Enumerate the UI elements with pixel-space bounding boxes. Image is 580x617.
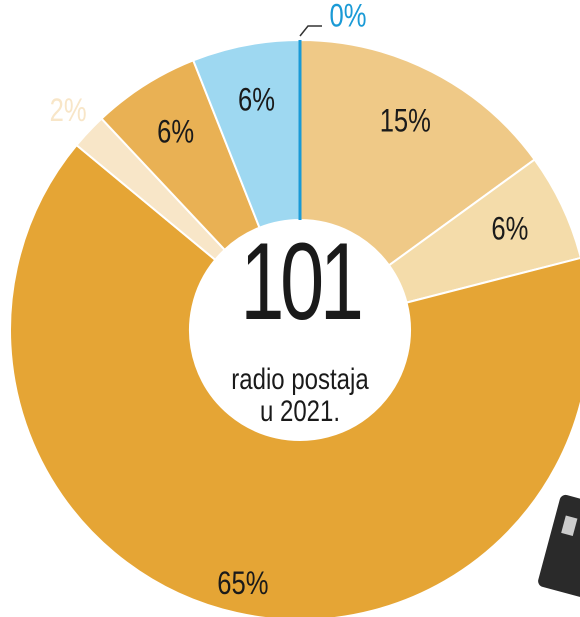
value-label: 6%	[238, 83, 275, 118]
center-label: radio postaja	[231, 361, 369, 395]
radio-icon	[537, 494, 580, 599]
value-label: 65%	[217, 567, 268, 602]
center-label: u 2021.	[260, 393, 340, 427]
value-label: 6%	[491, 212, 528, 247]
value-label: 6%	[157, 115, 194, 150]
chart: 101 radio postaja u 2021. 15% 6% 65% 2% 6% 6%…	[0, 0, 580, 617]
radio-body	[537, 494, 580, 599]
value-label: 0%	[330, 0, 367, 34]
value-label: 15%	[380, 104, 431, 139]
value-label: 2%	[50, 93, 87, 128]
leader-line	[300, 26, 322, 36]
center-value: 101	[240, 220, 360, 343]
